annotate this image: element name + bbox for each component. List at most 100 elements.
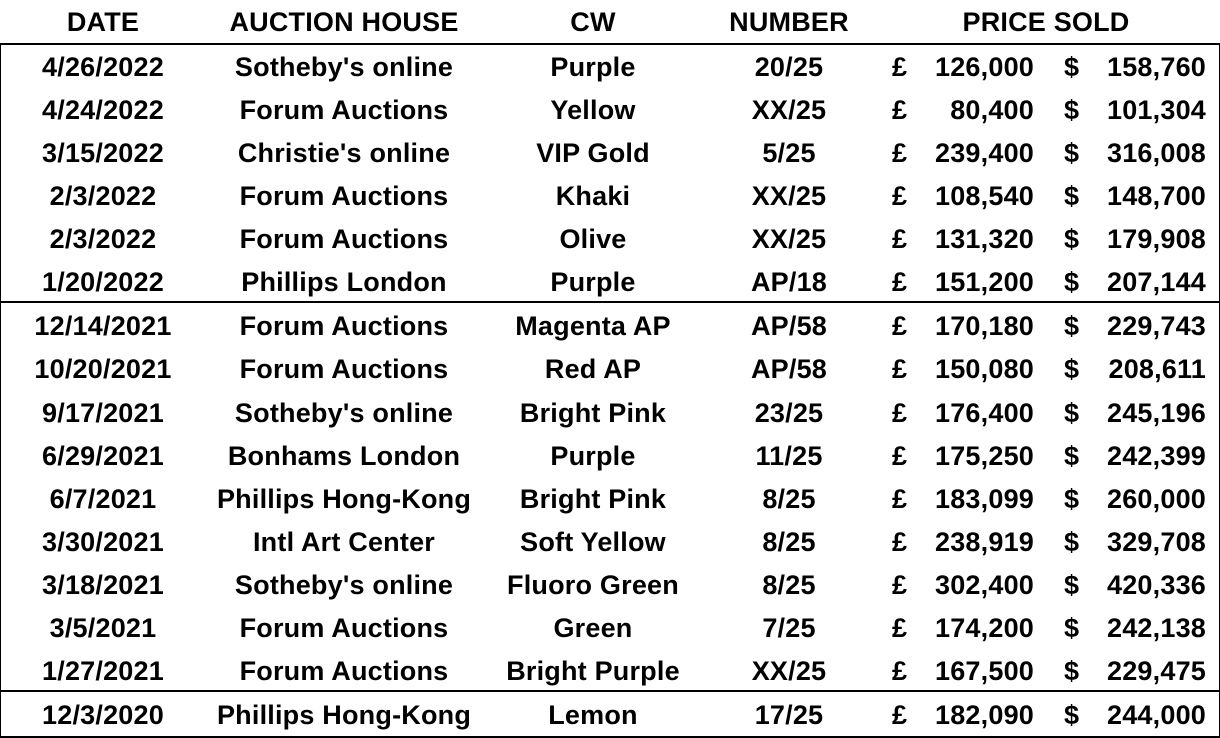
cell-number: XX/25 — [751, 181, 827, 211]
header-cw: CW — [570, 6, 616, 37]
cell-price-gbp: £108,540 — [876, 175, 1034, 218]
cell-cw: Yellow — [550, 95, 636, 125]
currency-usd-symbol: $ — [1064, 570, 1080, 600]
amount-gbp: 151,200 — [935, 267, 1034, 297]
amount-gbp: 126,000 — [935, 52, 1034, 82]
amount-usd: 148,700 — [1107, 181, 1206, 211]
cell-price-usd: $260,000 — [1050, 478, 1206, 521]
currency-usd-symbol: $ — [1064, 700, 1080, 730]
cell-price-gbp: £176,400 — [876, 392, 1034, 435]
cell-cw: Purple — [550, 441, 636, 471]
cell-date: 10/20/2021 — [34, 354, 172, 384]
amount-gbp: 175,250 — [935, 441, 1034, 471]
currency-gbp-symbol: £ — [892, 398, 908, 428]
cell-price-gbp: £170,180 — [876, 305, 1034, 348]
cell-cw: Bright Pink — [519, 484, 667, 514]
cell-auction-house: Sotheby's online — [234, 52, 454, 82]
amount-usd: 329,708 — [1107, 527, 1206, 557]
amount-gbp: 302,400 — [935, 570, 1034, 600]
currency-usd-symbol: $ — [1064, 398, 1080, 428]
cell-price-usd: $316,008 — [1050, 132, 1206, 175]
cell-auction-house: Christie's online — [237, 138, 451, 168]
cell-date: 6/29/2021 — [42, 441, 164, 471]
cell-price-gbp: £131,320 — [876, 218, 1034, 261]
cell-price-usd: $242,399 — [1050, 435, 1206, 478]
cell-number: 20/25 — [754, 52, 824, 82]
table-row: 4/26/2022 Sotheby's online Purple 20/25 £126… — [0, 46, 1220, 89]
amount-gbp: 167,500 — [935, 656, 1034, 686]
table-row: 10/20/2021 Forum Auctions Red AP AP/58 £150,… — [0, 348, 1220, 391]
currency-gbp-symbol: £ — [892, 52, 908, 82]
table-row: 3/5/2021 Forum Auctions Green 7/25 £174,200 $… — [0, 607, 1220, 650]
currency-usd-symbol: $ — [1064, 484, 1080, 514]
cell-date: 12/3/2020 — [42, 700, 164, 730]
cell-number: 8/25 — [762, 570, 816, 600]
cell-auction-house: Phillips London — [241, 267, 447, 297]
cell-date: 3/30/2021 — [42, 527, 164, 557]
currency-gbp-symbol: £ — [892, 181, 908, 211]
year-divider-2022 — [0, 301, 1220, 303]
amount-gbp: 131,320 — [935, 224, 1034, 254]
cell-cw: Fluoro Green — [507, 570, 679, 600]
table-row: 9/17/2021 Sotheby's online Bright Pink 23/2… — [0, 392, 1220, 435]
cell-cw: Bright Pink — [519, 398, 667, 428]
cell-auction-house: Forum Auctions — [239, 311, 449, 341]
cell-price-gbp: £80,400 — [876, 89, 1034, 132]
currency-usd-symbol: $ — [1064, 613, 1080, 643]
currency-gbp-symbol: £ — [892, 527, 908, 557]
cell-date: 9/17/2021 — [42, 398, 164, 428]
cell-cw: Red AP — [544, 354, 642, 384]
cell-auction-house: Phillips Hong-Kong — [216, 700, 472, 730]
amount-usd: 242,138 — [1107, 613, 1206, 643]
table-row: 1/27/2021 Forum Auctions Bright Purple XX/2… — [0, 650, 1220, 693]
amount-usd: 244,000 — [1107, 700, 1206, 730]
cell-price-gbp: £174,200 — [876, 607, 1034, 650]
cell-price-usd: $148,700 — [1050, 175, 1206, 218]
amount-gbp: 239,400 — [935, 138, 1034, 168]
currency-gbp-symbol: £ — [892, 267, 908, 297]
amount-usd: 179,908 — [1107, 224, 1206, 254]
cell-price-gbp: £151,200 — [876, 261, 1034, 304]
currency-usd-symbol: $ — [1064, 95, 1080, 125]
cell-price-usd: $207,144 — [1050, 261, 1206, 304]
table-row: 3/15/2022 Christie's online VIP Gold 5/25 £2… — [0, 132, 1220, 175]
currency-usd-symbol: $ — [1064, 311, 1080, 341]
amount-usd: 242,399 — [1107, 441, 1206, 471]
amount-usd: 101,304 — [1107, 95, 1206, 125]
cell-auction-house: Forum Auctions — [239, 656, 449, 686]
cell-auction-house: Forum Auctions — [239, 354, 449, 384]
amount-usd: 229,743 — [1107, 311, 1206, 341]
bottom-border — [0, 736, 1220, 738]
table-row: 4/24/2022 Forum Auctions Yellow XX/25 £80,40… — [0, 89, 1220, 132]
currency-usd-symbol: $ — [1064, 181, 1080, 211]
header-number: NUMBER — [729, 6, 849, 37]
cell-price-usd: $245,196 — [1050, 392, 1206, 435]
currency-usd-symbol: $ — [1064, 441, 1080, 471]
amount-usd: 208,611 — [1108, 354, 1206, 384]
cell-number: 8/25 — [762, 527, 816, 557]
cell-price-gbp: £239,400 — [876, 132, 1034, 175]
currency-gbp-symbol: £ — [892, 95, 908, 125]
table-row: 6/29/2021 Bonhams London Purple 11/25 £175,2… — [0, 435, 1220, 478]
cell-date: 12/14/2021 — [34, 311, 172, 341]
cell-price-usd: $244,000 — [1050, 694, 1206, 737]
currency-gbp-symbol: £ — [892, 613, 908, 643]
cell-auction-house: Forum Auctions — [239, 181, 449, 211]
cell-auction-house: Forum Auctions — [239, 613, 449, 643]
table-header: DATE AUCTION HOUSE CW NUMBER PRICE SOLD — [0, 0, 1220, 44]
amount-gbp: 183,099 — [935, 484, 1034, 514]
currency-gbp-symbol: £ — [892, 138, 908, 168]
cell-price-usd: $329,708 — [1050, 521, 1206, 564]
header-divider — [0, 43, 1220, 45]
cell-date: 4/24/2022 — [42, 95, 164, 125]
cell-date: 2/3/2022 — [49, 224, 157, 254]
cell-number: AP/58 — [750, 311, 828, 341]
amount-usd: 316,008 — [1107, 138, 1206, 168]
amount-usd: 420,336 — [1107, 570, 1206, 600]
cell-cw: Green — [553, 613, 633, 643]
currency-usd-symbol: $ — [1064, 52, 1080, 82]
table-row: 2/3/2022 Forum Auctions Khaki XX/25 £108,540… — [0, 175, 1220, 218]
cell-date: 2/3/2022 — [49, 181, 157, 211]
cell-auction-house: Sotheby's online — [234, 570, 454, 600]
cell-auction-house: Phillips Hong-Kong — [216, 484, 472, 514]
